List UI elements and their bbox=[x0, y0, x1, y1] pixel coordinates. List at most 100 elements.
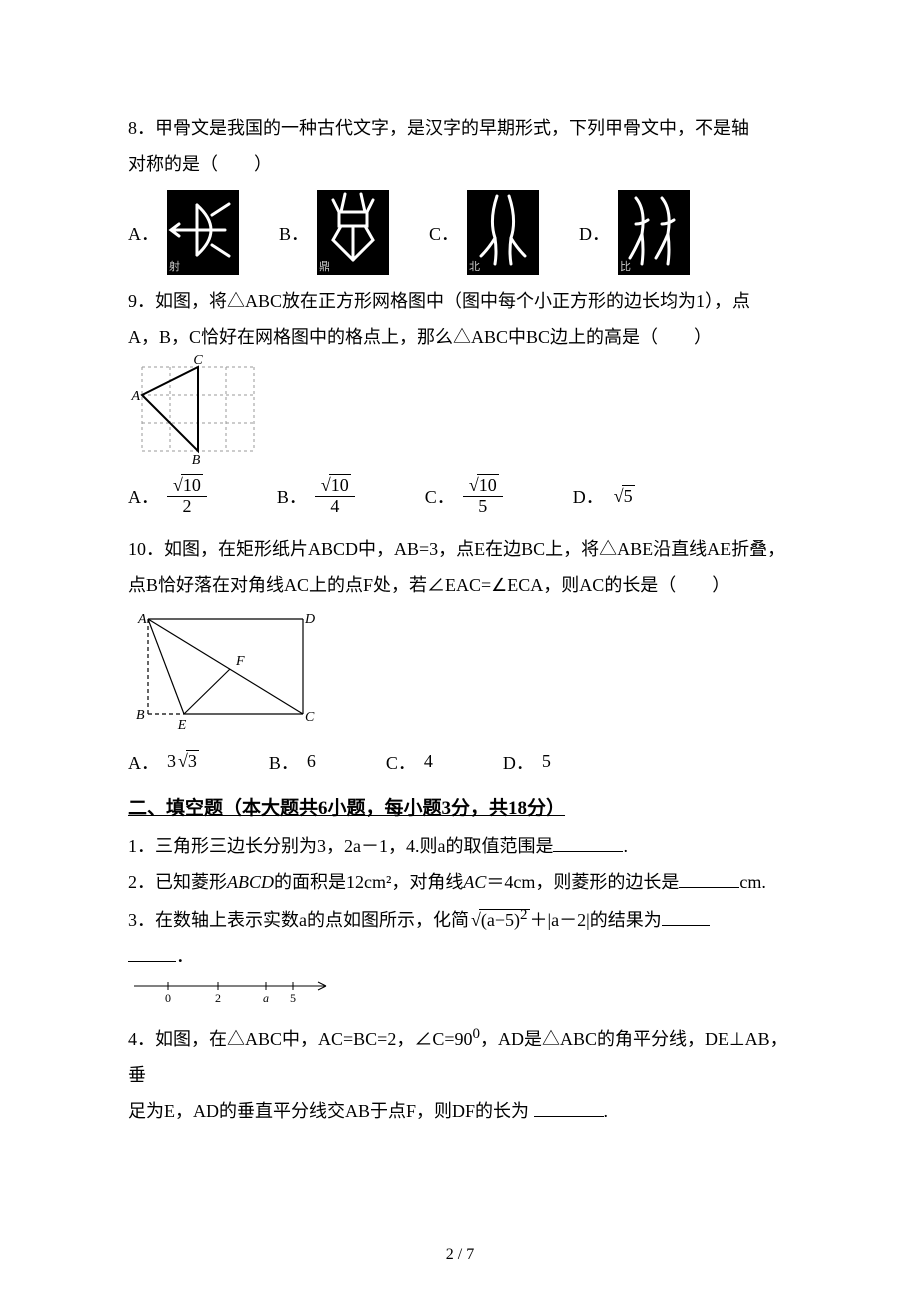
svg-text:0: 0 bbox=[165, 991, 171, 1005]
q10d-val: 5 bbox=[542, 751, 551, 772]
f2-c: ＝4cm，则菱形的边长是 bbox=[486, 872, 679, 892]
q10-opt-a: A． 33 bbox=[128, 749, 199, 775]
exam-page: 8．甲骨文是我国的一种古代文字，是汉字的早期形式，下列甲骨文中，不是轴 对称的是… bbox=[0, 0, 920, 1302]
f2-ac: AC bbox=[463, 872, 486, 892]
q10a-lbl: A． bbox=[128, 749, 159, 775]
f3-blank2 bbox=[128, 941, 176, 962]
f3-b: ＋|a－2|的结果为 bbox=[530, 910, 662, 930]
oracle-cap-c: 北 bbox=[469, 258, 480, 274]
oracle-cap-a: 射 bbox=[169, 258, 180, 274]
oracle-cap-d: 比 bbox=[620, 258, 631, 274]
f1-text: 1．三角形三边长分别为3，2a－1，4.则a的取值范围是 bbox=[128, 836, 553, 856]
fill-3-trail: ． bbox=[128, 938, 792, 974]
rect-fold-icon: A B C D E F bbox=[128, 609, 328, 734]
oracle-she-icon: 射 bbox=[167, 190, 239, 275]
fill-2: 2．已知菱形ABCD的面积是12cm²，对角线AC＝4cm，则菱形的边长是 cm. bbox=[128, 864, 792, 900]
f1-dot: . bbox=[623, 836, 628, 856]
q8-line2: 对称的是（ ） bbox=[128, 146, 792, 182]
q9c-den: 5 bbox=[474, 497, 491, 517]
q8-opt-d: D． 比 bbox=[579, 190, 690, 275]
q8-options: A． 射 B． bbox=[128, 190, 792, 275]
q10-options: A． 33 B． 6 C． 4 D． 5 bbox=[128, 749, 792, 775]
f2-b: 的面积是12cm²，对角线 bbox=[274, 872, 463, 892]
q9a-den: 2 bbox=[178, 497, 195, 517]
svg-text:A: A bbox=[130, 389, 140, 404]
svg-text:C: C bbox=[305, 710, 315, 725]
svg-text:5: 5 bbox=[290, 991, 296, 1005]
q8-opt-c: C． 北 bbox=[429, 190, 539, 275]
q9-opt-b-label: B． bbox=[277, 483, 307, 509]
fill-3: 3．在数轴上表示实数a的点如图所示，化简(a−5)2＋|a－2|的结果为 bbox=[128, 900, 792, 938]
q10b-lbl: B． bbox=[269, 749, 299, 775]
q9-opt-a-frac: 10 2 bbox=[167, 476, 207, 517]
svg-text:a: a bbox=[263, 991, 269, 1005]
f3-blank bbox=[662, 905, 710, 926]
q9d-rad: 5 bbox=[622, 485, 635, 506]
fill-1: 1．三角形三边长分别为3，2a－1，4.则a的取值范围是. bbox=[128, 828, 792, 864]
q9a-rad: 10 bbox=[181, 474, 203, 495]
oracle-cap-b: 鼎 bbox=[319, 258, 330, 274]
q10b-val: 6 bbox=[307, 751, 316, 772]
svg-text:B: B bbox=[136, 708, 145, 723]
q9-opt-a-label: A． bbox=[128, 483, 159, 509]
f4-c: 足为E，AD的垂直平分线交AB于点F，则DF的长为 bbox=[128, 1101, 534, 1121]
q9-opt-d-label: D． bbox=[573, 483, 604, 509]
fill-4-l2: 足为E，AD的垂直平分线交AB于点F，则DF的长为 . bbox=[128, 1093, 792, 1129]
fill-4-l1: 4．如图，在△ABC中，AC=BC=2，∠C=900，AD是△ABC的角平分线，… bbox=[128, 1019, 792, 1093]
f3-exp: 2 bbox=[520, 907, 528, 923]
q9-line1: 9．如图，将△ABC放在正方形网格图中（图中每个小正方形的边长均为1），点 bbox=[128, 283, 792, 319]
q8-line1: 8．甲骨文是我国的一种古代文字，是汉字的早期形式，下列甲骨文中，不是轴 bbox=[128, 110, 792, 146]
q10a-coef: 3 bbox=[167, 751, 176, 772]
f3-dot: ． bbox=[176, 946, 194, 966]
q10-line2: 点B恰好落在对角线AC上的点F处，若∠EAC=∠ECA，则AC的长是（ ） bbox=[128, 567, 792, 603]
q9-opt-b: B． 10 4 bbox=[277, 476, 355, 517]
q10a-rad: 3 bbox=[186, 750, 199, 771]
q10d-lbl: D． bbox=[503, 749, 534, 775]
q9-line2: A，B，C恰好在网格图中的格点上，那么△ABC中BC边上的高是（ ） bbox=[128, 319, 792, 355]
q10-figure: A B C D E F bbox=[128, 609, 792, 739]
svg-text:D: D bbox=[304, 612, 315, 627]
q9-options: A． 10 2 B． 10 4 C． 10 5 D． 5 bbox=[128, 476, 792, 517]
oracle-ding-icon: 鼎 bbox=[317, 190, 389, 275]
svg-text:F: F bbox=[235, 654, 245, 669]
svg-text:C: C bbox=[193, 353, 203, 368]
svg-text:2: 2 bbox=[215, 991, 221, 1005]
f4-deg: 0 bbox=[473, 1026, 481, 1042]
q9-opt-c-frac: 10 5 bbox=[463, 476, 503, 517]
svg-text:E: E bbox=[177, 718, 187, 733]
f4-blank bbox=[534, 1096, 604, 1117]
q10c-lbl: C． bbox=[386, 749, 416, 775]
q8-opt-a-label: A． bbox=[128, 220, 159, 246]
svg-text:B: B bbox=[192, 453, 201, 468]
q8-opt-d-label: D． bbox=[579, 220, 610, 246]
q9-opt-c: C． 10 5 bbox=[425, 476, 503, 517]
f3-sqrt: (a−5)2 bbox=[469, 900, 530, 938]
q9c-rad: 10 bbox=[477, 474, 499, 495]
numberline-icon: 0 2 a 5 bbox=[128, 976, 338, 1006]
q10-opt-c: C． 4 bbox=[386, 749, 433, 775]
f2-a: 2．已知菱形 bbox=[128, 872, 227, 892]
grid-triangle-icon: A C B bbox=[128, 361, 268, 461]
q9-opt-b-frac: 10 4 bbox=[315, 476, 355, 517]
q10-line1: 10．如图，在矩形纸片ABCD中，AB=3，点E在边BC上，将△ABE沿直线AE… bbox=[128, 531, 792, 567]
f3-inner: (a−5) bbox=[481, 910, 520, 930]
q9b-den: 4 bbox=[326, 497, 343, 517]
f2-unit: cm. bbox=[739, 872, 766, 892]
q8-opt-b-label: B． bbox=[279, 220, 309, 246]
f2-blank bbox=[679, 867, 739, 888]
q9-opt-c-label: C． bbox=[425, 483, 455, 509]
f4-dot: . bbox=[604, 1101, 609, 1121]
f3-a: 3．在数轴上表示实数a的点如图所示，化简 bbox=[128, 910, 469, 930]
q8-opt-c-label: C． bbox=[429, 220, 459, 246]
page-number: 2 / 7 bbox=[0, 1246, 920, 1264]
f3-numberline: 0 2 a 5 bbox=[128, 976, 792, 1011]
svg-text:A: A bbox=[137, 612, 147, 627]
q8-opt-b: B． 鼎 bbox=[279, 190, 389, 275]
f2-abcd: ABCD bbox=[227, 872, 274, 892]
q9-opt-a: A． 10 2 bbox=[128, 476, 207, 517]
oracle-bei-icon: 北 bbox=[467, 190, 539, 275]
f1-blank bbox=[553, 831, 623, 852]
q9b-rad: 10 bbox=[329, 474, 351, 495]
q9-figure: A C B bbox=[128, 361, 792, 466]
q9-opt-d: D． 5 bbox=[573, 483, 635, 509]
